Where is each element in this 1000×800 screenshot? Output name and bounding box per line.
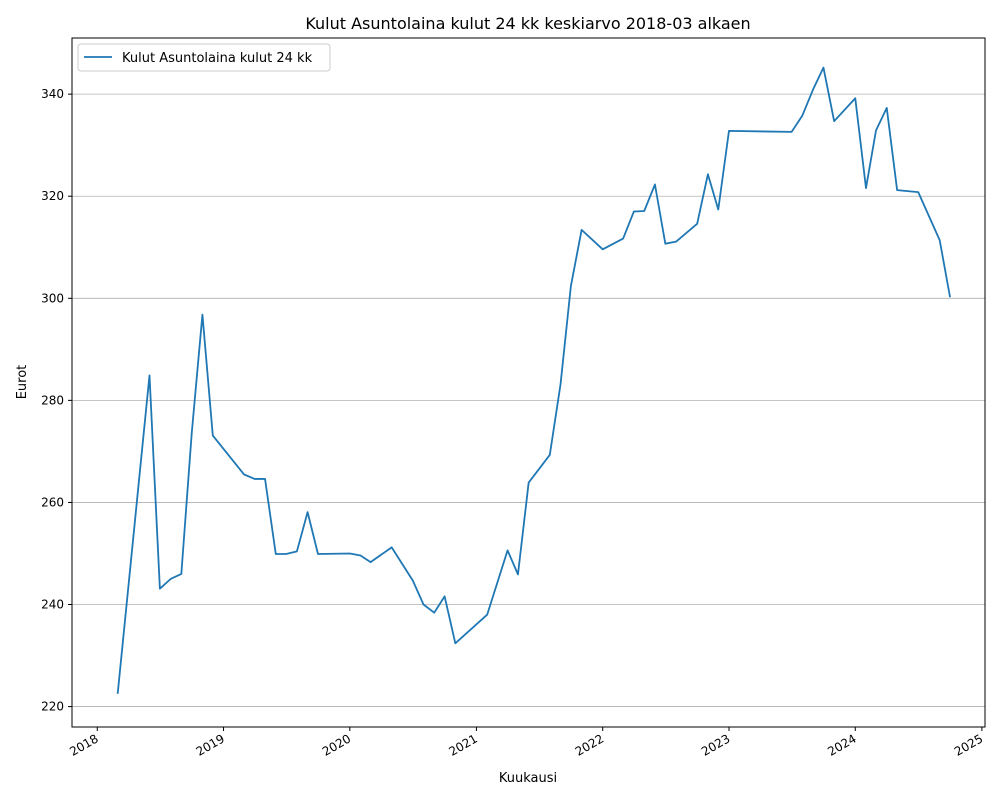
- series-layer: [116, 66, 951, 694]
- y-tick-label: 340: [41, 87, 64, 101]
- x-tick-label: 2020: [320, 731, 353, 758]
- y-tick-label: 320: [41, 189, 64, 203]
- x-tick-label: 2024: [825, 731, 858, 758]
- grid-lines: [72, 93, 985, 707]
- legend-label: Kulut Asuntolaina kulut 24 kk: [122, 51, 313, 66]
- y-tick-label: 280: [41, 393, 64, 407]
- chart-title: Kulut Asuntolaina kulut 24 kk keskiarvo …: [305, 14, 750, 33]
- x-axis-label: Kuukausi: [499, 771, 557, 786]
- x-tick-label: 2021: [446, 731, 479, 758]
- legend: Kulut Asuntolaina kulut 24 kk: [77, 43, 331, 72]
- series-line: [116, 66, 951, 694]
- y-tick-label: 300: [41, 291, 64, 305]
- x-tick-label: 2022: [573, 731, 606, 758]
- y-tick-label: 260: [41, 495, 64, 509]
- x-tick-label: 2023: [699, 731, 732, 758]
- x-tick-label: 2019: [194, 731, 227, 758]
- x-tick-label: 2025: [952, 731, 985, 758]
- x-tick-label: 2018: [67, 731, 100, 758]
- y-tick-label: 240: [41, 598, 64, 612]
- y-axis: 220 240 260 280 300 320 340: [41, 87, 72, 714]
- y-tick-label: 220: [41, 700, 64, 714]
- plot-frame: [71, 37, 986, 728]
- x-axis: 2018 2019 2020 2021 2022 2023 2024 2025: [67, 727, 985, 759]
- y-axis-label: Eurot: [15, 365, 30, 400]
- legend-box: [77, 43, 331, 72]
